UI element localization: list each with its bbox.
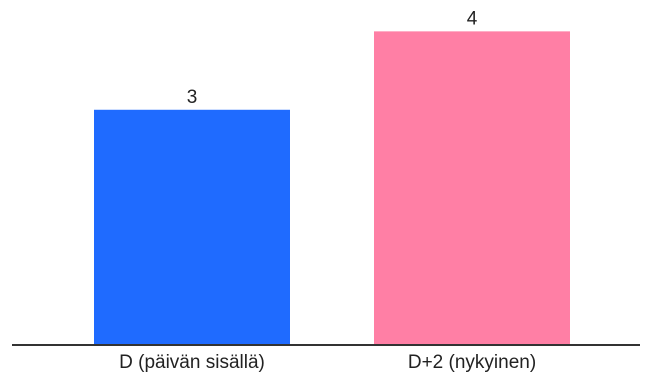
value-labels-layer: 34 xyxy=(187,8,478,107)
data-label-1: 3 xyxy=(187,87,198,108)
category-labels-layer: D (päivän sisällä) D+2 (nykyinen) xyxy=(119,352,536,373)
bar-2 xyxy=(374,31,570,345)
bars-layer xyxy=(94,31,570,345)
data-label-2: 4 xyxy=(467,8,478,29)
category-label-1: D (päivän sisällä) xyxy=(119,352,265,373)
bar-1 xyxy=(94,109,290,345)
category-label-2: D+2 (nykyinen) xyxy=(408,352,536,373)
